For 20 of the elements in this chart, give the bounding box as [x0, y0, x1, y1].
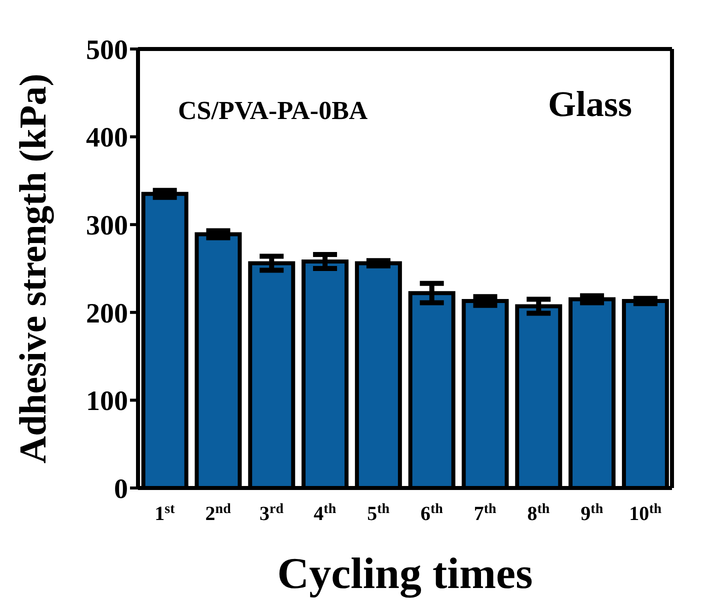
x-tick-label: 2$^{nd}$: [205, 502, 232, 525]
x-tick-label: 5$^{th}$: [367, 502, 390, 525]
y-tick-label: 200: [86, 298, 128, 330]
x-tick-label: 7$^{th}$: [474, 502, 497, 525]
panel-label: Glass: [548, 83, 632, 125]
y-tick-label: 100: [86, 386, 128, 418]
x-tick-label: 9$^{th}$: [580, 502, 604, 525]
y-tick-label: 400: [86, 122, 128, 154]
x-axis-title: Cycling times: [277, 549, 533, 598]
x-tick-label: 3$^{rd}$: [260, 502, 284, 525]
y-tick-label: 300: [86, 210, 128, 242]
y-tick-label: 0: [114, 474, 128, 505]
y-tick-label: 500: [86, 34, 128, 66]
x-tick-label: 6$^{th}$: [420, 502, 444, 525]
x-tick-label: 8$^{th}$: [527, 502, 550, 525]
x-tick-label: 10$^{th}$: [629, 502, 662, 525]
panel-label: CS/PVA-PA-0BA: [178, 96, 368, 126]
x-tick-label: 4$^{th}$: [314, 502, 336, 525]
y-axis-title: Adhesive strength (kPa): [12, 74, 54, 464]
x-tick-label: 1$^{st}$: [154, 502, 176, 525]
